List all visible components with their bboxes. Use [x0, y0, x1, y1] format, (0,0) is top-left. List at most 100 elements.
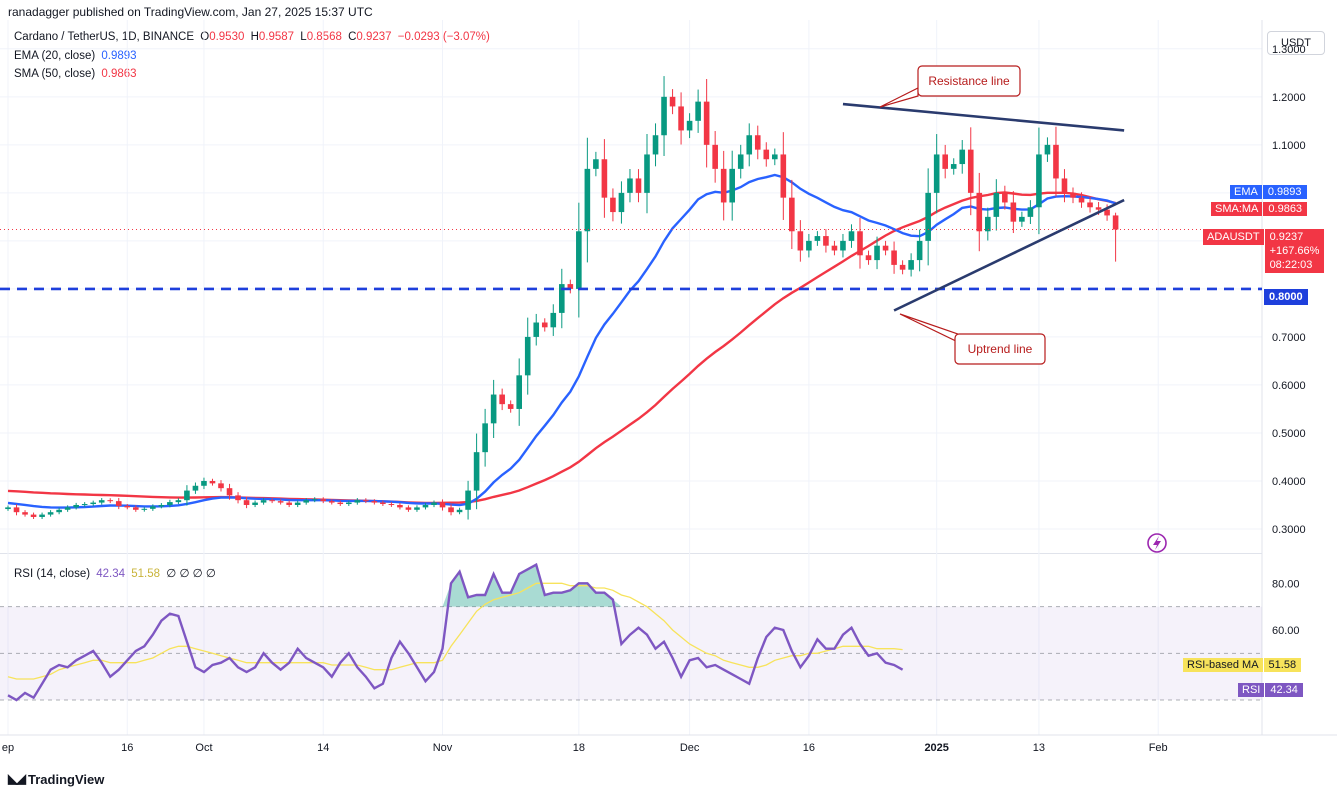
candle-body[interactable]	[64, 507, 71, 510]
candle-body[interactable]	[269, 500, 275, 502]
uptrend-trendline[interactable]	[893, 198, 1125, 312]
candle-body[interactable]	[456, 509, 463, 513]
candle-body[interactable]	[891, 250, 897, 265]
candle-body[interactable]	[47, 512, 54, 515]
candle-body[interactable]	[763, 149, 770, 160]
candle-body[interactable]	[959, 149, 966, 165]
candle-body[interactable]	[797, 231, 804, 251]
candle-body[interactable]	[158, 504, 165, 507]
candle-body[interactable]	[1019, 216, 1025, 222]
candle-body[interactable]	[1036, 154, 1042, 208]
candle-body[interactable]	[576, 231, 582, 289]
candle-body[interactable]	[22, 512, 28, 515]
candle-body[interactable]	[507, 404, 514, 409]
candle-body[interactable]	[124, 505, 131, 508]
candle-body[interactable]	[593, 159, 599, 169]
candle-body[interactable]	[431, 502, 437, 505]
candle-body[interactable]	[669, 96, 676, 107]
candle-body[interactable]	[465, 490, 471, 510]
candle-body[interactable]	[346, 502, 352, 505]
support-level-badge[interactable]: 0.8000	[1264, 289, 1308, 305]
candle-body[interactable]	[729, 168, 735, 203]
candle-body[interactable]	[516, 375, 522, 409]
candle-body[interactable]	[260, 500, 267, 503]
candle-body[interactable]	[686, 120, 693, 131]
candle-body[interactable]	[1044, 144, 1051, 155]
candle-body[interactable]	[610, 197, 616, 213]
candle-body[interactable]	[439, 502, 446, 508]
resistance-annotation[interactable]: Resistance line	[879, 65, 1021, 108]
candle-body[interactable]	[39, 514, 45, 517]
candle-body[interactable]	[167, 502, 173, 505]
candle-body[interactable]	[720, 168, 727, 203]
candle-body[interactable]	[627, 178, 633, 193]
resistance-trendline[interactable]	[842, 102, 1125, 132]
candle-body[interactable]	[141, 508, 148, 510]
candle-body[interactable]	[831, 245, 838, 251]
ema20-line[interactable]	[7, 173, 1116, 509]
candle-body[interactable]	[209, 480, 216, 484]
candle-body[interactable]	[107, 500, 114, 502]
candle-body[interactable]	[950, 164, 957, 169]
candle-body[interactable]	[252, 502, 258, 505]
candle-body[interactable]	[1061, 178, 1068, 193]
rsi-ma-badge[interactable]: RSI-based MA 51.58	[1183, 658, 1302, 672]
candle-body[interactable]	[976, 192, 983, 232]
candle-body[interactable]	[985, 216, 991, 232]
candle-body[interactable]	[865, 255, 872, 261]
candle-body[interactable]	[13, 507, 20, 513]
candle-body[interactable]	[916, 240, 923, 261]
replay-icon[interactable]	[1147, 533, 1167, 553]
candle-body[interactable]	[397, 504, 403, 508]
candle-body[interactable]	[184, 490, 190, 501]
candle-body[interactable]	[388, 504, 395, 506]
candle-body[interactable]	[277, 501, 284, 503]
candle-body[interactable]	[1027, 207, 1034, 217]
candle-body[interactable]	[823, 236, 829, 246]
candle-body[interactable]	[448, 507, 454, 513]
candle-body[interactable]	[908, 260, 914, 270]
candle-body[interactable]	[328, 501, 335, 503]
candle-body[interactable]	[635, 178, 642, 193]
candle-body[interactable]	[320, 499, 327, 502]
candle-body[interactable]	[192, 485, 199, 491]
candle-body[interactable]	[226, 488, 233, 496]
candle-body[interactable]	[414, 507, 420, 510]
candle-body[interactable]	[56, 509, 62, 513]
candle-body[interactable]	[175, 500, 182, 503]
candle-body[interactable]	[5, 507, 11, 510]
candle-body[interactable]	[754, 135, 761, 150]
candle-body[interactable]	[1078, 197, 1085, 203]
candle-body[interactable]	[618, 192, 625, 213]
candle-body[interactable]	[712, 144, 718, 169]
candle-body[interactable]	[286, 502, 292, 505]
candle-body[interactable]	[550, 312, 557, 328]
candle-body[interactable]	[652, 135, 659, 155]
candle-body[interactable]	[772, 154, 778, 160]
candle-body[interactable]	[73, 504, 79, 508]
candle-body[interactable]	[848, 231, 855, 241]
candle-body[interactable]	[814, 236, 821, 241]
candle-body[interactable]	[857, 231, 863, 256]
candle-body[interactable]	[81, 504, 88, 506]
rsi-line[interactable]	[7, 562, 904, 702]
ema-badge[interactable]: EMA 0.9893	[1230, 185, 1307, 199]
candle-body[interactable]	[98, 500, 105, 503]
candle-body[interactable]	[490, 394, 497, 424]
candle-body[interactable]	[1070, 192, 1076, 198]
candle-body[interactable]	[115, 501, 122, 506]
candle-body[interactable]	[993, 192, 1000, 217]
candle-body[interactable]	[30, 514, 37, 517]
candle-body[interactable]	[1053, 144, 1059, 179]
candle-body[interactable]	[695, 101, 701, 121]
candle-body[interactable]	[874, 245, 880, 261]
candle-body[interactable]	[925, 192, 931, 241]
sma50-line[interactable]	[7, 191, 1116, 505]
candle-body[interactable]	[737, 154, 744, 169]
candle-body[interactable]	[405, 507, 412, 510]
candle-body[interactable]	[789, 197, 795, 232]
candle-body[interactable]	[559, 284, 565, 313]
candle-body[interactable]	[584, 168, 591, 232]
candle-body[interactable]	[133, 507, 139, 510]
